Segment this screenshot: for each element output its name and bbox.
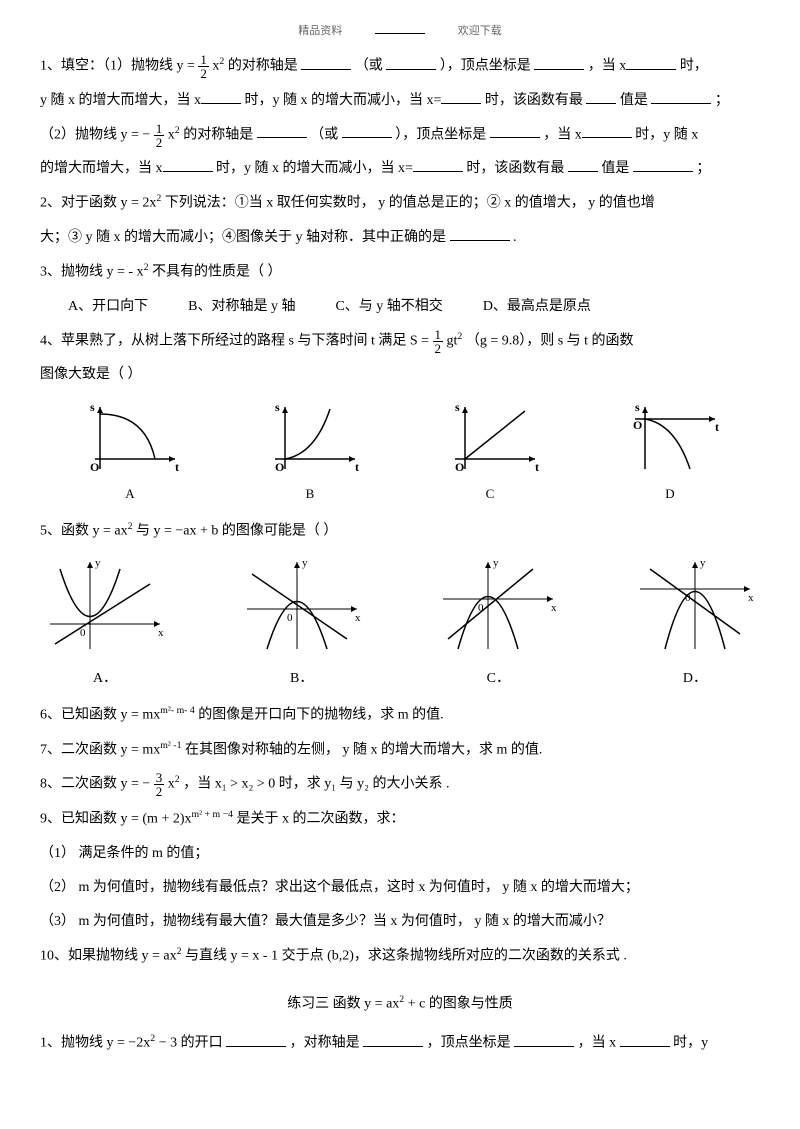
q1-line2: y 随 x 的增大而增大，当 x 时，y 随 x 的增大而减小，当 x= 时，该…	[40, 87, 760, 115]
q5-labelD: D．	[630, 665, 760, 693]
graph-svg-5d: y x 0	[630, 554, 760, 654]
graph-svg-a: s t O	[75, 399, 185, 479]
svg-text:s: s	[275, 400, 280, 414]
svg-text:x: x	[355, 612, 361, 624]
q5-graphs: y x 0 A． y x 0 B． y x 0	[40, 554, 760, 693]
q3-optB: B、对称轴是 y 轴	[188, 293, 295, 321]
q6: 6、已知函数 y = mxm²- m- 4 的图像是开口向下的抛物线，求 m 的…	[40, 701, 760, 730]
q11: 1、抛物线 y = −2x2 − 3 的开口 ，对称轴是 ，顶点坐标是 ，当 x…	[40, 1029, 760, 1058]
svg-text:t: t	[715, 420, 719, 434]
q5-labelA: A．	[40, 665, 170, 693]
section-title: 练习三 函数 y = ax2 + c 的图象与性质	[40, 990, 760, 1019]
q4-labelD: D	[615, 481, 725, 507]
header-right: 欢迎下载	[458, 25, 502, 37]
q3-optD: D、最高点是原点	[483, 293, 591, 321]
q2: 2、对于函数 y = 2x2 下列说法：①当 x 取任何实数时， y 的值总是正…	[40, 189, 760, 218]
svg-text:0: 0	[478, 602, 484, 614]
svg-text:t: t	[355, 460, 359, 474]
q3-options: A、开口向下 B、对称轴是 y 轴 C、与 y 轴不相交 D、最高点是原点	[68, 293, 760, 321]
q4-frac: 12	[433, 328, 444, 355]
q4: 4、苹果熟了，从树上落下所经过的路程 s 与下落时间 t 满足 S = 12 g…	[40, 327, 760, 356]
q4-graphC: s t O C	[435, 399, 545, 507]
svg-text:x: x	[748, 592, 754, 604]
q5-graphB: y x 0 B．	[237, 554, 367, 693]
q1-line3: 的增大而增大，当 x 时，y 随 x 的增大而减小，当 x= 时，该函数有最 值…	[40, 155, 760, 183]
q1-stem: 1、填空：（1）抛物线 y =	[40, 59, 198, 74]
q9-s2: （2） m 为何值时，抛物线有最低点？求出这个最低点，这时 x 为何值时， y …	[40, 874, 760, 902]
graph-svg-c: s t O	[435, 399, 545, 479]
q9-s1: （1） 满足条件的 m 的值；	[40, 840, 760, 868]
svg-text:x: x	[158, 627, 164, 639]
svg-text:s: s	[90, 400, 95, 414]
svg-text:0: 0	[685, 592, 691, 604]
graph-svg-b: s t O	[255, 399, 365, 479]
q4-graphA: s t O A	[75, 399, 185, 507]
svg-text:y: y	[302, 557, 308, 569]
q5-graphC: y x 0 C．	[433, 554, 563, 693]
svg-text:0: 0	[287, 612, 293, 624]
q5: 5、函数 y = ax2 与 y = −ax + b 的图像可能是（ ）	[40, 517, 760, 546]
svg-text:t: t	[535, 460, 539, 474]
q4-line2: 图像大致是（ ）	[40, 361, 760, 389]
q8-frac: 32	[154, 771, 165, 798]
header-left: 精品资料	[298, 25, 342, 37]
q4-graphs: s t O A s t O B s t O C	[40, 399, 760, 507]
graph-svg-5c: y x 0	[433, 554, 563, 654]
svg-text:t: t	[175, 460, 179, 474]
q1-part2: （2）抛物线 y = − 12 x2 的对称轴是 （或 ），顶点坐标是 ，当 x…	[40, 121, 760, 150]
q4-labelC: C	[435, 481, 545, 507]
svg-text:0: 0	[80, 627, 86, 639]
q4-graphD: s t O D	[615, 399, 725, 507]
page-header: 精品资料 欢迎下载	[40, 20, 760, 42]
svg-text:y: y	[700, 557, 706, 569]
graph-svg-5b: y x 0	[237, 554, 367, 654]
q5-graphD: y x 0 D．	[630, 554, 760, 693]
svg-text:s: s	[635, 400, 640, 414]
q3: 3、抛物线 y = - x2 不具有的性质是（ ）	[40, 258, 760, 287]
q9-s3: （3） m 为何值时，抛物线有最大值？最大值是多少？当 x 为何值时， y 随 …	[40, 908, 760, 936]
q10: 10、如果抛物线 y = ax2 与直线 y = x - 1 交于点 (b,2)…	[40, 942, 760, 971]
q5-labelB: B．	[237, 665, 367, 693]
q7: 7、二次函数 y = mxm² -1 在其图像对称轴的左侧， y 随 x 的增大…	[40, 736, 760, 765]
q4-labelA: A	[75, 481, 185, 507]
svg-text:O: O	[90, 460, 99, 474]
graph-svg-d: s t O	[615, 399, 725, 479]
q3-optC: C、与 y 轴不相交	[335, 293, 442, 321]
q4-labelB: B	[255, 481, 365, 507]
svg-text:y: y	[95, 557, 101, 569]
svg-text:s: s	[455, 400, 460, 414]
svg-text:O: O	[275, 460, 284, 474]
q1-frac1: 12	[198, 53, 209, 80]
svg-text:y: y	[493, 557, 499, 569]
q9: 9、已知函数 y = (m + 2)xm² + m −4 是关于 x 的二次函数…	[40, 805, 760, 834]
graph-svg-5a: y x 0	[40, 554, 170, 654]
q5-graphA: y x 0 A．	[40, 554, 170, 693]
q4-graphB: s t O B	[255, 399, 365, 507]
svg-text:O: O	[633, 418, 642, 432]
svg-text:O: O	[455, 460, 464, 474]
svg-text:x: x	[551, 602, 557, 614]
q3-optA: A、开口向下	[68, 293, 148, 321]
q5-labelC: C．	[433, 665, 563, 693]
header-blank	[375, 22, 425, 34]
q8: 8、二次函数 y = − 32 x2 ，当 x₁ > x₂ > 0 时，求 y₁…	[40, 770, 760, 799]
q1-line1: 1、填空：（1）抛物线 y = 12 x2 的对称轴是 （或 ），顶点坐标是 ，…	[40, 52, 760, 81]
q1-frac2: 12	[154, 122, 165, 149]
q2-line2: 大；③ y 随 x 的增大而减小；④图像关于 y 轴对称．其中正确的是 .	[40, 224, 760, 252]
